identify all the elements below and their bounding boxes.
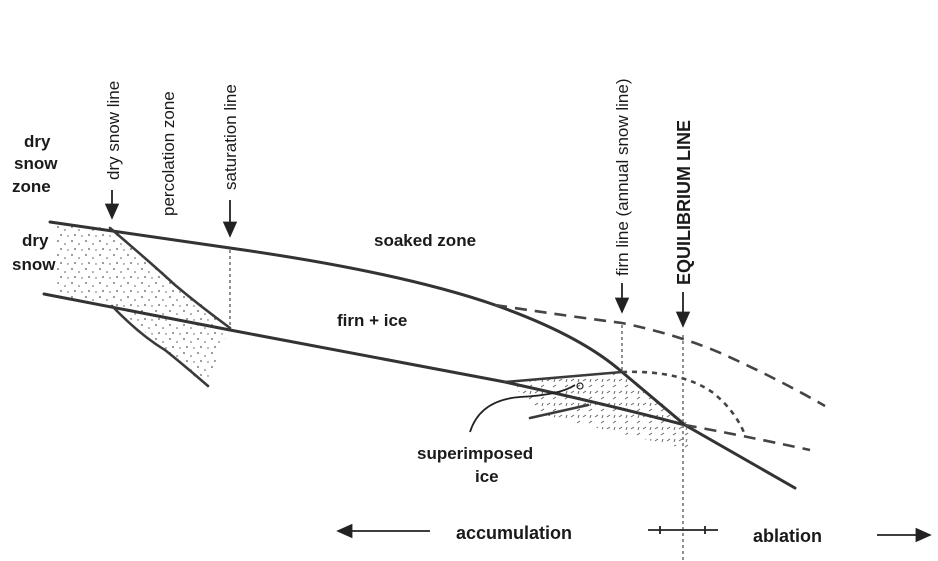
ice-extension-dashed bbox=[684, 423, 811, 452]
superimposed-ice-hatch-region bbox=[508, 372, 690, 450]
former-surface-dashed bbox=[494, 303, 826, 408]
glacier-surface-line bbox=[48, 220, 797, 490]
superimposed-ice-label-1: superimposed bbox=[417, 444, 533, 463]
leader-tip-icon bbox=[576, 382, 584, 390]
saturation-line-label: saturation line bbox=[221, 84, 240, 190]
dry-snow-stipple-region bbox=[55, 224, 230, 386]
dry-snow-line-label: dry snow line bbox=[104, 81, 123, 180]
percolation-layer-lower bbox=[110, 304, 210, 388]
superimposed-ice-leader bbox=[469, 384, 576, 433]
dry-snow-zone-label-2: snow bbox=[14, 154, 58, 173]
percolation-layer-upper bbox=[108, 226, 232, 330]
dry-snow-zone-label-1: dry bbox=[24, 132, 51, 151]
firn-extension-dotted bbox=[621, 370, 747, 436]
ablation-label: ablation bbox=[753, 526, 822, 546]
accumulation-label: accumulation bbox=[456, 523, 572, 543]
zone-divider-bracket bbox=[648, 526, 718, 534]
dry-snow-label-2: snow bbox=[12, 255, 56, 274]
superimposed-ice-label-2: ice bbox=[475, 467, 499, 486]
equilibrium-line-label: EQUILIBRIUM LINE bbox=[674, 120, 694, 285]
dry-snow-label-1: dry bbox=[22, 231, 49, 250]
superimposed-ice-upper bbox=[503, 370, 624, 384]
dry-snow-zone-label-3: zone bbox=[12, 177, 51, 196]
firn-line-label: firn line (annual snow line) bbox=[613, 79, 632, 277]
percolation-zone-label: percolation zone bbox=[159, 91, 178, 216]
superimposed-ice-lower bbox=[528, 403, 590, 420]
soaked-zone-label: soaked zone bbox=[374, 231, 476, 250]
firn-ice-label: firn + ice bbox=[337, 311, 407, 330]
